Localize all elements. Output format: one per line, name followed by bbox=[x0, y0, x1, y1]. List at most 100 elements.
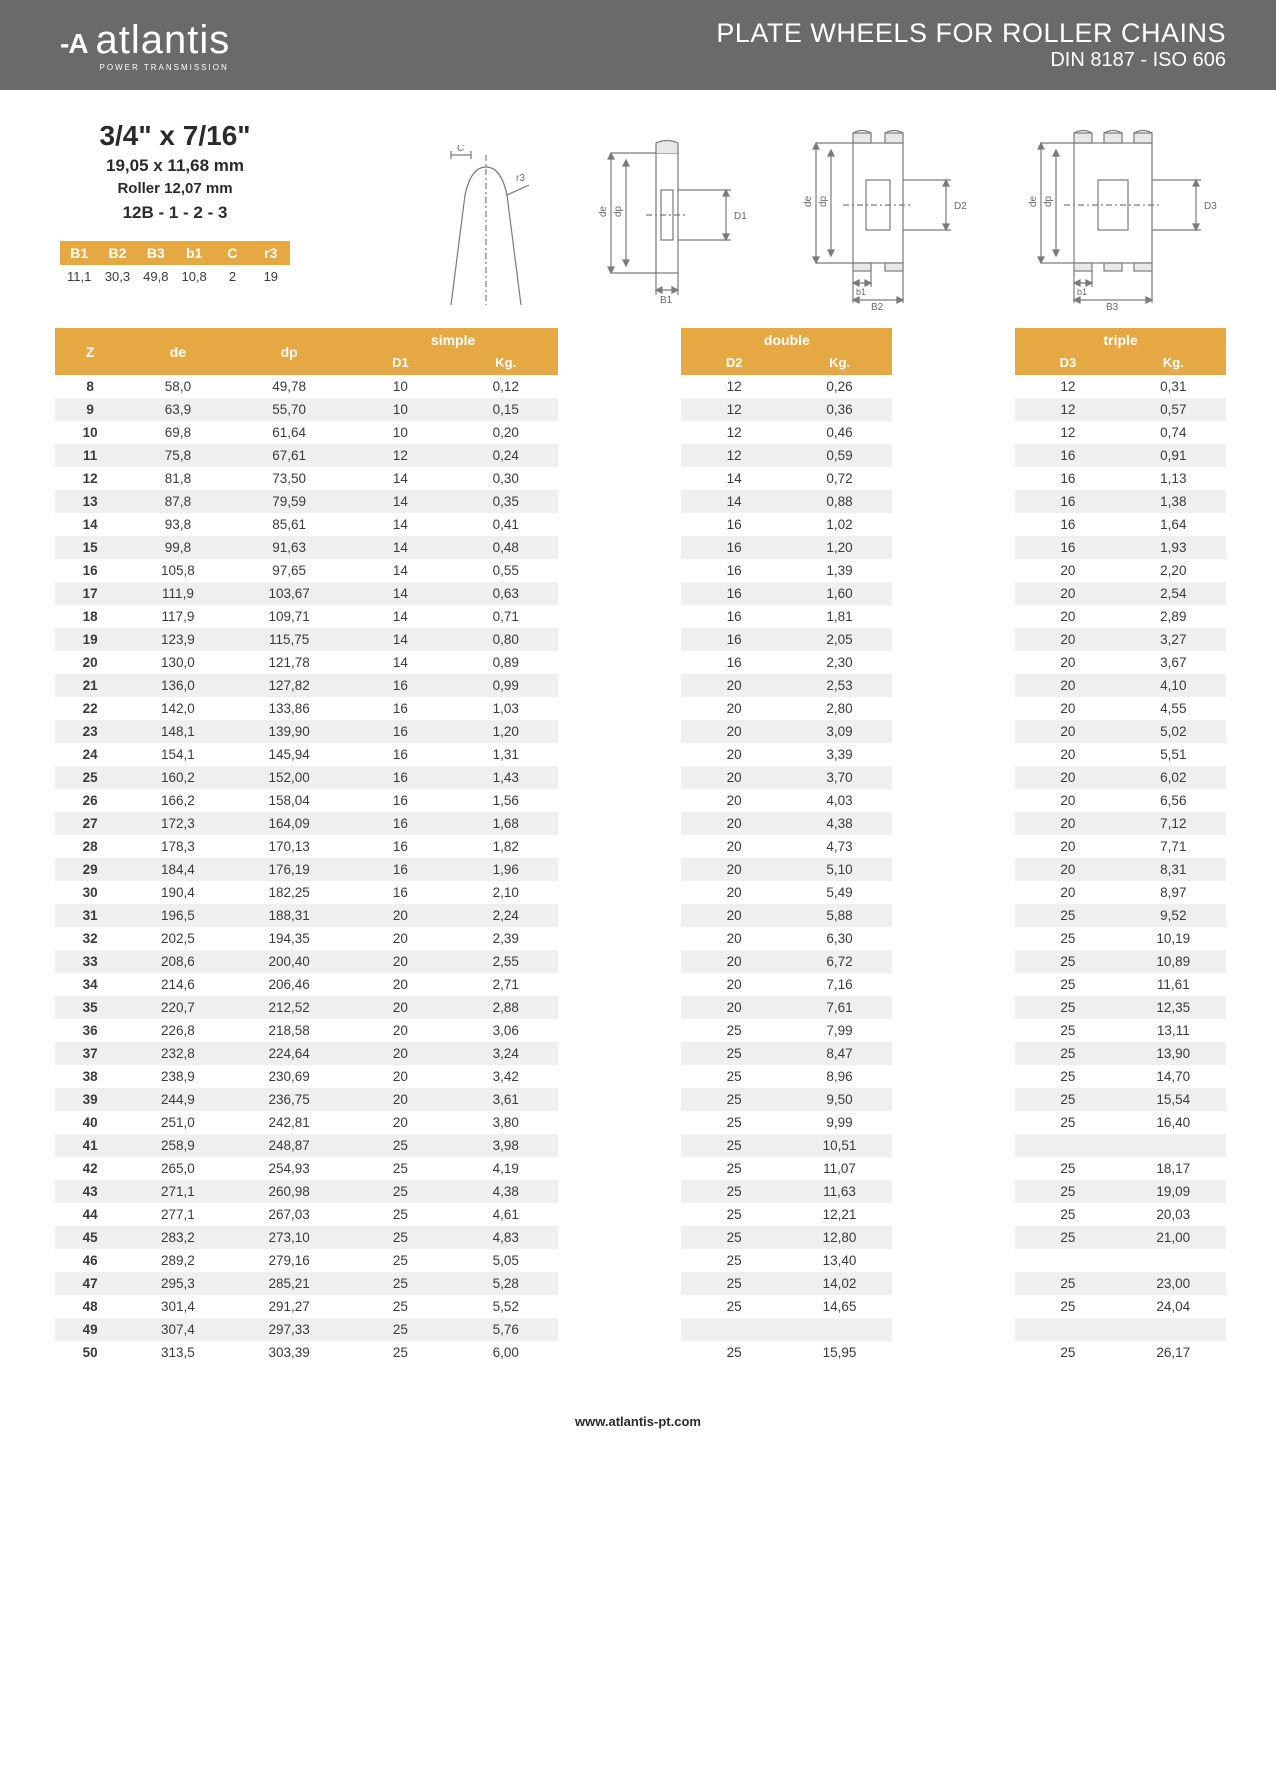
table-row: 32202,5194,35202,39206,302510,19 bbox=[55, 927, 1226, 950]
svg-text:B2: B2 bbox=[871, 302, 884, 310]
table-cell bbox=[892, 927, 1015, 950]
table-row: 50313,5303,39256,002515,952526,17 bbox=[55, 1341, 1226, 1364]
table-row: 1599,891,63140,48161,20161,93 bbox=[55, 536, 1226, 559]
diagram-triple: de dp D3 b1 B3 bbox=[1006, 125, 1226, 310]
table-cell: 8 bbox=[55, 375, 125, 398]
table-cell: 14 bbox=[348, 513, 453, 536]
table-row: 30190,4182,25162,10205,49208,97 bbox=[55, 881, 1226, 904]
table-cell: 25 bbox=[681, 1180, 786, 1203]
table-cell: 25 bbox=[348, 1272, 453, 1295]
table-cell: 1,56 bbox=[453, 789, 558, 812]
table-cell bbox=[787, 1318, 892, 1341]
table-cell: 5,02 bbox=[1121, 720, 1226, 743]
param-hdr-B1: B1 bbox=[60, 241, 98, 265]
table-row: 1493,885,61140,41161,02161,64 bbox=[55, 513, 1226, 536]
table-cell: 22 bbox=[55, 697, 125, 720]
param-hdr-r3: r3 bbox=[252, 241, 290, 265]
table-cell: 25 bbox=[1015, 996, 1120, 1019]
svg-text:C: C bbox=[457, 145, 464, 154]
table-cell: 18,17 bbox=[1121, 1157, 1226, 1180]
table-cell: 214,6 bbox=[125, 973, 230, 996]
table-cell bbox=[892, 789, 1015, 812]
table-cell: 25 bbox=[681, 1295, 786, 1318]
table-cell: 12,21 bbox=[787, 1203, 892, 1226]
table-cell bbox=[892, 1295, 1015, 1318]
header-title: PLATE WHEELS FOR ROLLER CHAINS DIN 8187 … bbox=[716, 18, 1226, 72]
table-row: 24154,1145,94161,31203,39205,51 bbox=[55, 743, 1226, 766]
table-cell: 18 bbox=[55, 605, 125, 628]
table-cell: 0,63 bbox=[453, 582, 558, 605]
table-cell bbox=[558, 1341, 681, 1364]
table-cell: 16 bbox=[348, 881, 453, 904]
table-cell: 133,86 bbox=[231, 697, 348, 720]
svg-text:D1: D1 bbox=[734, 211, 747, 222]
table-cell: 5,28 bbox=[453, 1272, 558, 1295]
table-cell: 14,02 bbox=[787, 1272, 892, 1295]
table-cell: 6,02 bbox=[1121, 766, 1226, 789]
table-cell: 14 bbox=[348, 628, 453, 651]
table-cell: 49 bbox=[55, 1318, 125, 1341]
param-val-B1: 11,1 bbox=[60, 265, 98, 288]
table-cell: 45 bbox=[55, 1226, 125, 1249]
table-row: 17111,9103,67140,63161,60202,54 bbox=[55, 582, 1226, 605]
table-cell: 164,09 bbox=[231, 812, 348, 835]
table-cell bbox=[892, 1180, 1015, 1203]
table-cell bbox=[558, 904, 681, 927]
table-cell bbox=[892, 444, 1015, 467]
table-cell: 20 bbox=[681, 789, 786, 812]
table-cell: 25 bbox=[348, 1249, 453, 1272]
table-cell: 20 bbox=[55, 651, 125, 674]
table-cell bbox=[892, 1272, 1015, 1295]
table-cell: 25 bbox=[681, 1019, 786, 1042]
table-cell bbox=[892, 1203, 1015, 1226]
table-cell: 25 bbox=[348, 1318, 453, 1341]
table-cell: 7,16 bbox=[787, 973, 892, 996]
table-cell: 265,0 bbox=[125, 1157, 230, 1180]
table-cell: 63,9 bbox=[125, 398, 230, 421]
table-cell: 25 bbox=[348, 1226, 453, 1249]
table-cell bbox=[558, 1019, 681, 1042]
table-cell: 20 bbox=[681, 858, 786, 881]
table-cell: 25 bbox=[348, 1157, 453, 1180]
table-cell bbox=[892, 766, 1015, 789]
table-cell: 31 bbox=[55, 904, 125, 927]
table-cell: 152,00 bbox=[231, 766, 348, 789]
table-cell: 13,40 bbox=[787, 1249, 892, 1272]
table-cell: 46 bbox=[55, 1249, 125, 1272]
table-cell bbox=[558, 1157, 681, 1180]
table-cell: 10 bbox=[348, 398, 453, 421]
table-cell: 12 bbox=[681, 398, 786, 421]
table-cell: 41 bbox=[55, 1134, 125, 1157]
table-cell bbox=[558, 1042, 681, 1065]
table-row: 1281,873,50140,30140,72161,13 bbox=[55, 467, 1226, 490]
table-cell: 20 bbox=[681, 950, 786, 973]
table-cell: 14 bbox=[348, 605, 453, 628]
table-cell: 0,89 bbox=[453, 651, 558, 674]
table-cell: 11 bbox=[55, 444, 125, 467]
table-cell: 32 bbox=[55, 927, 125, 950]
table-cell: 0,30 bbox=[453, 467, 558, 490]
table-cell: 25 bbox=[681, 1157, 786, 1180]
table-cell: 130,0 bbox=[125, 651, 230, 674]
table-cell: 10 bbox=[348, 375, 453, 398]
table-cell: 218,58 bbox=[231, 1019, 348, 1042]
table-cell: 248,87 bbox=[231, 1134, 348, 1157]
table-cell: 3,24 bbox=[453, 1042, 558, 1065]
table-cell: 0,15 bbox=[453, 398, 558, 421]
table-cell: 58,0 bbox=[125, 375, 230, 398]
logo-text: atlantis bbox=[96, 18, 231, 63]
table-cell bbox=[558, 1203, 681, 1226]
table-cell: 25 bbox=[1015, 1065, 1120, 1088]
table-cell: 25 bbox=[1015, 1111, 1120, 1134]
param-val-b1: 10,8 bbox=[175, 265, 213, 288]
table-cell: 2,54 bbox=[1121, 582, 1226, 605]
table-row: 39244,9236,75203,61259,502515,54 bbox=[55, 1088, 1226, 1111]
table-cell: 2,10 bbox=[453, 881, 558, 904]
table-cell: 0,35 bbox=[453, 490, 558, 513]
table-cell: 0,72 bbox=[787, 467, 892, 490]
svg-text:de: de bbox=[1028, 195, 1039, 207]
table-cell bbox=[558, 1295, 681, 1318]
table-cell: 6,72 bbox=[787, 950, 892, 973]
table-cell: 3,80 bbox=[453, 1111, 558, 1134]
table-cell bbox=[892, 1226, 1015, 1249]
